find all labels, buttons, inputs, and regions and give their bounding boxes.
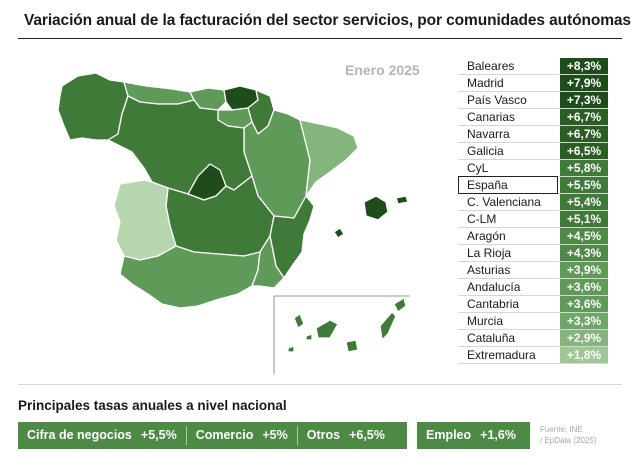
ranking-row: Murcia +3,3% [458,313,608,330]
region-baleares-mallorca [363,195,389,221]
chart-title: Variación anual de la facturación del se… [24,12,631,29]
ranking-value-badge: +4,3% [560,245,608,261]
ranking-row: Cantabria +3,6% [458,296,608,313]
ranking-value-badge: +3,9% [560,262,608,278]
rate-empleo: Empleo +1,6% [426,428,516,442]
spain-map [48,56,438,374]
spain-map-svg [57,72,410,374]
ranking-highlight-box [458,176,558,194]
ranking-region-name: Galicia [467,144,504,158]
ranking-region-name: CyL [467,161,489,175]
source-line-2: / EpData (2025) [540,436,597,445]
ranking-row: C. Valenciana +5,4% [458,194,608,211]
region-extremadura [113,179,177,261]
ranking-region-name: La Rioja [467,246,512,260]
national-rates-title: Principales tasas anuales a nivel nacion… [18,398,287,413]
section-divider [18,384,622,385]
ranking-region-name: País Vasco [467,93,527,107]
ranking-region-name: Extremadura [467,348,536,362]
ranking-row: País Vasco +7,3% [458,92,608,109]
ranking-region-name: Baleares [467,59,515,73]
region-canarias-hierro [287,345,295,353]
ranking-value-badge: +5,4% [560,194,608,210]
ranking-value-badge: +2,9% [560,330,608,346]
region-cataluna [299,119,359,197]
ranking-region-name: C. Valenciana [467,195,541,209]
ranking-value-badge: +6,5% [560,143,608,159]
ranking-value-badge: +7,3% [560,92,608,108]
region-canarias-lanzarote [393,297,407,313]
ranking-row: Madrid +7,9% [458,75,608,92]
ranking-region-name: Cantabria [467,297,520,311]
date-label: Enero 2025 [345,62,420,78]
ranking-region-name: Navarra [467,127,510,141]
ranking-region-name: Madrid [467,76,504,90]
ranking-region-name: Asturias [467,263,511,277]
ranking-region-name: Murcia [467,314,504,328]
ranking-value-badge: +5,5% [560,177,608,193]
ranking-region-name: Aragón [467,229,506,243]
ranking-row: Asturias +3,9% [458,262,608,279]
region-valenciana [269,195,315,279]
ranking-row: Baleares +8,3% [458,58,608,75]
ranking-table: Baleares +8,3% Madrid +7,9% País Vasco +7,3% C… [458,58,608,364]
employment-rate-strip: Empleo +1,6% [417,422,530,449]
ranking-value-badge: +7,9% [560,75,608,91]
region-murcia [251,235,285,289]
ranking-row: Canarias +6,7% [458,109,608,126]
region-baleares-ibiza [333,227,345,239]
region-canarias-gcanaria [345,339,359,353]
source-line-1: Fuente: INE [540,425,583,434]
rate-otros: Otros +6,5% [296,426,394,445]
ranking-region-name: C-LM [467,212,497,226]
ranking-value-badge: +6,7% [560,126,608,142]
source-note: Fuente: INE / EpData (2025) [540,424,596,446]
national-rates-strip: Cifra de negocios +5,5% Comercio +5% Otros… [18,422,407,449]
ranking-row: CyL +5,8% [458,160,608,177]
ranking-value-badge: +6,7% [560,109,608,125]
ranking-row: C-LM +5,1% [458,211,608,228]
ranking-row: Aragón +4,5% [458,228,608,245]
title-divider [18,38,622,39]
ranking-row: Galicia +6,5% [458,143,608,160]
ranking-row: Extremadura +1,8% [458,347,608,364]
ranking-row: Andalucía +3,6% [458,279,608,296]
ranking-value-badge: +3,6% [560,296,608,312]
region-canarias-lapalma [293,313,305,329]
ranking-region-name: Andalucía [467,280,521,294]
region-canarias-fuerteventura [379,311,397,341]
ranking-value-badge: +5,1% [560,211,608,227]
ranking-region-name: Cataluña [467,331,516,345]
ranking-row: La Rioja +4,3% [458,245,608,262]
ranking-value-badge: +4,5% [560,228,608,244]
ranking-region-name: España [467,178,508,192]
ranking-value-badge: +5,8% [560,160,608,176]
region-galicia [57,72,129,141]
region-canarias-gomera [305,333,313,341]
ranking-row: Navarra +6,7% [458,126,608,143]
ranking-value-badge: +1,8% [560,347,608,363]
ranking-value-badge: +3,6% [560,279,608,295]
ranking-value-badge: +3,3% [560,313,608,329]
rate-comercio: Comercio +5% [185,426,297,445]
region-baleares-menorca [395,195,409,205]
ranking-region-name: Canarias [467,110,516,124]
region-canarias-tenerife [315,319,339,339]
ranking-row: España +5,5% [458,176,608,194]
rate-cifra-negocios: Cifra de negocios +5,5% [27,428,177,442]
ranking-value-badge: +8,3% [560,58,608,74]
ranking-row: Cataluña +2,9% [458,330,608,347]
canarias-inset-frame [273,295,410,374]
